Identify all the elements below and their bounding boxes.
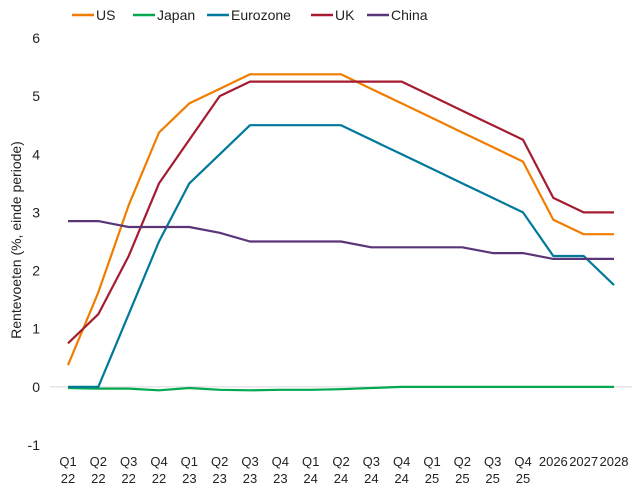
- y-tick-label: -1: [28, 437, 41, 453]
- y-tick-label: 1: [32, 321, 40, 337]
- x-tick-label: Q2: [454, 454, 471, 469]
- x-tick-label: 24: [303, 471, 317, 486]
- x-tick-label: Q1: [59, 454, 76, 469]
- x-tick-label: Q2: [211, 454, 228, 469]
- x-tick-label: Q2: [90, 454, 107, 469]
- x-tick-label: 22: [152, 471, 166, 486]
- x-tick-label: Q4: [150, 454, 167, 469]
- x-tick-label: 22: [91, 471, 105, 486]
- series-line-china: [68, 220, 614, 260]
- y-tick-label: 2: [32, 263, 40, 279]
- x-tick-label: 23: [243, 471, 257, 486]
- series-line-us: [66, 73, 614, 366]
- x-tick-label: Q4: [272, 454, 289, 469]
- x-tick-label: 25: [425, 471, 439, 486]
- x-tick-label: 24: [394, 471, 408, 486]
- y-tick-label: 3: [32, 204, 40, 220]
- x-tick-label: Q1: [423, 454, 440, 469]
- x-tick-label: 25: [455, 471, 469, 486]
- y-tick-label: 4: [32, 146, 40, 162]
- x-tick-label: 2026: [539, 454, 568, 469]
- y-tick-label: 6: [32, 30, 40, 46]
- series-lines: [66, 73, 615, 392]
- legend-label-eurozone: Eurozone: [231, 7, 291, 23]
- x-tick-label: Q3: [484, 454, 501, 469]
- x-tick-label: Q4: [514, 454, 531, 469]
- axes: -10123456Q122Q222Q322Q422Q123Q223Q323Q42…: [28, 30, 632, 486]
- x-tick-label: 23: [182, 471, 196, 486]
- x-tick-label: 24: [364, 471, 378, 486]
- legend-label-china: China: [391, 7, 428, 23]
- x-tick-label: 22: [121, 471, 135, 486]
- legend: US Japan Eurozone UK China: [72, 7, 428, 23]
- y-tick-label: 0: [32, 379, 40, 395]
- y-tick-label: 5: [32, 88, 40, 104]
- x-tick-label: 24: [334, 471, 348, 486]
- x-tick-label: Q3: [241, 454, 258, 469]
- x-tick-label: Q1: [181, 454, 198, 469]
- legend-label-uk: UK: [335, 7, 355, 23]
- series-line-japan: [67, 385, 614, 392]
- legend-label-us: US: [96, 7, 115, 23]
- x-tick-label: 22: [61, 471, 75, 486]
- x-tick-label: 2027: [569, 454, 598, 469]
- x-tick-label: 2028: [600, 454, 629, 469]
- series-line-uk: [67, 80, 614, 345]
- x-tick-label: 25: [485, 471, 499, 486]
- series-line-eurozone: [68, 124, 615, 388]
- x-tick-label: Q4: [393, 454, 410, 469]
- x-tick-label: 23: [212, 471, 226, 486]
- x-tick-label: Q3: [363, 454, 380, 469]
- y-axis-label: Rentevoeten (%, einde periode): [8, 141, 24, 339]
- x-tick-label: Q2: [332, 454, 349, 469]
- x-tick-label: 23: [273, 471, 287, 486]
- x-tick-label: Q1: [302, 454, 319, 469]
- x-tick-label: Q3: [120, 454, 137, 469]
- x-tick-label: 25: [516, 471, 530, 486]
- legend-label-japan: Japan: [157, 7, 195, 23]
